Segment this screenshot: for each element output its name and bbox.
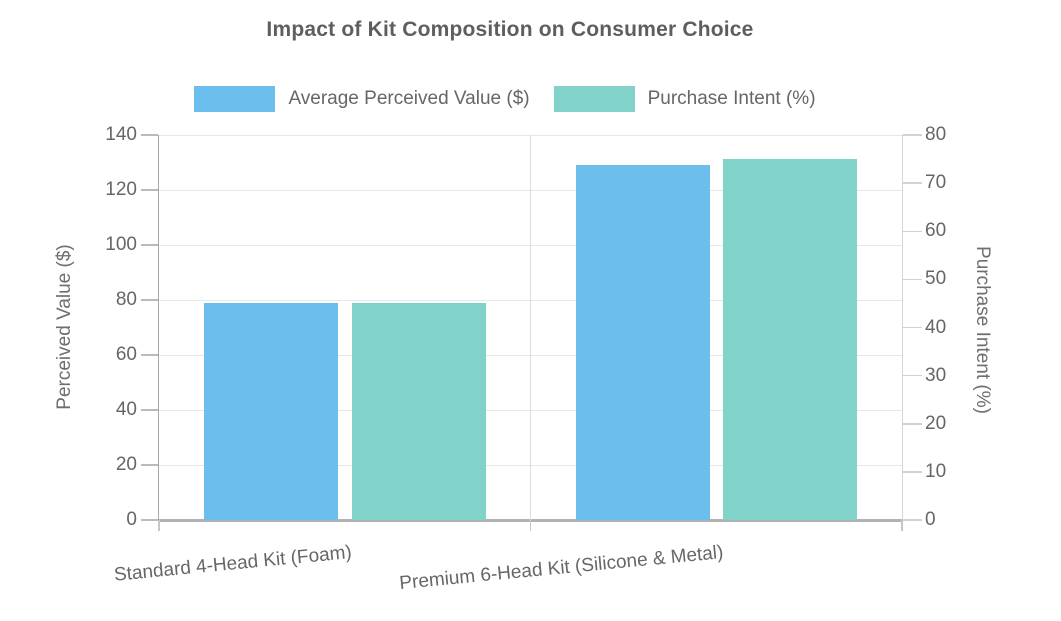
- left-axis-tick-label: 0: [126, 509, 137, 530]
- left-axis-tick-label: 40: [115, 399, 137, 420]
- left-axis-tick-label: 20: [115, 454, 137, 475]
- right-axis-tick: [903, 230, 922, 232]
- right-axis-tick: [903, 423, 922, 425]
- left-axis-tick-label: 100: [105, 234, 137, 255]
- right-axis-tick-label: 20: [925, 412, 947, 434]
- x-axis-tick: [901, 520, 903, 531]
- x-axis-category-label: Standard 4-Head Kit (Foam): [113, 542, 353, 586]
- legend-swatch: [553, 86, 635, 112]
- right-axis-tick: [903, 374, 922, 377]
- right-axis-tick-label: 30: [925, 364, 947, 386]
- legend-item-purchase-intent[interactable]: Purchase Intent (%): [553, 86, 816, 112]
- right-axis-tick: [903, 519, 922, 521]
- v-gridline: [529, 135, 531, 520]
- x-axis-tick: [158, 520, 160, 531]
- right-axis-tick: [903, 326, 922, 329]
- left-axis-tick: [141, 519, 158, 521]
- right-axis-tick-label: 0: [925, 509, 936, 530]
- right-axis-tick: [903, 134, 922, 136]
- chart-legend: Average Perceived Value ($) Purchase Inte…: [0, 86, 1010, 112]
- x-axis-category-label: Premium 6-Head Kit (Silicone & Metal): [398, 542, 725, 595]
- left-axis-tick: [141, 134, 158, 136]
- right-axis-tick-label: 80: [925, 124, 947, 145]
- chart-title: Impact of Kit Composition on Consumer Ch…: [266, 18, 754, 41]
- left-axis-title: Perceived Value ($): [54, 244, 75, 410]
- left-axis-tick-label: 120: [105, 179, 137, 200]
- right-axis-tick-label: 70: [925, 172, 947, 194]
- right-axis-tick: [903, 471, 922, 473]
- right-axis-tick-label: 50: [925, 268, 947, 290]
- legend-label: Purchase Intent (%): [647, 88, 816, 109]
- legend-swatch: [194, 86, 276, 112]
- left-axis-tick: [141, 464, 158, 466]
- bar-perceived-value-cat2[interactable]: [575, 165, 710, 520]
- left-axis-tick-label: 60: [115, 344, 137, 365]
- left-axis-tick-label: 80: [115, 289, 137, 310]
- left-axis-tick: [141, 299, 158, 301]
- right-axis-line: [901, 135, 903, 520]
- x-axis-tick: [529, 520, 532, 531]
- right-axis-tick: [903, 278, 922, 281]
- left-axis-tick: [141, 354, 158, 356]
- right-axis-tick: [903, 182, 922, 184]
- left-axis-tick: [141, 409, 158, 411]
- legend-label: Average Perceived Value ($): [288, 88, 530, 109]
- right-axis-tick-label: 60: [925, 220, 947, 242]
- left-axis-tick: [141, 244, 158, 246]
- left-axis-tick: [141, 189, 158, 191]
- right-axis-tick-label: 10: [925, 460, 947, 482]
- left-axis-line: [157, 135, 159, 520]
- bar-purchase-intent-cat2[interactable]: [723, 159, 857, 520]
- right-axis-tick-label: 40: [925, 316, 947, 338]
- bar-perceived-value-cat1[interactable]: [204, 302, 338, 520]
- bar-purchase-intent-cat1[interactable]: [351, 303, 486, 520]
- left-axis-tick-label: 140: [105, 124, 137, 145]
- legend-item-perceived-value[interactable]: Average Perceived Value ($): [194, 86, 530, 112]
